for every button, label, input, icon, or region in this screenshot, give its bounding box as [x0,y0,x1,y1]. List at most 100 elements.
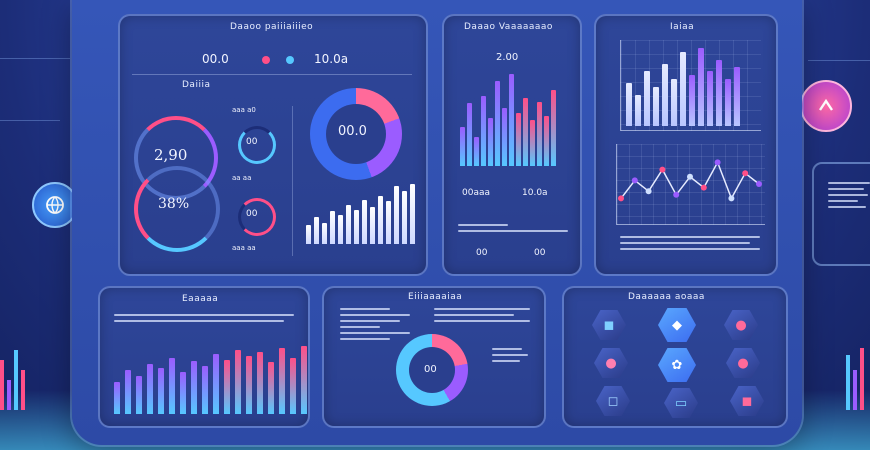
bar [474,137,479,166]
panel-title: Daaaaaa aoaaa [628,292,705,302]
panel-subtitle: Daiiia [182,80,211,90]
small-label: aaa a0 [232,106,256,114]
line-point [742,170,749,177]
bar [523,98,528,166]
bar [394,186,399,244]
gauge-b [134,166,220,252]
bar [725,79,731,126]
bar [268,362,274,414]
bar [235,350,241,414]
foot-b: 00 [534,248,546,258]
text-lines-right [434,308,530,322]
bar [306,225,311,244]
data-visualization-panel: Daaao Vaaaaaaao 2.00 00aaa 10.0a 00 00 [442,14,582,276]
overview-panel: Daaoo paiiiaiiieo 00.0 10.0a Daiiia 2,90… [118,14,428,276]
small-label: aaa aa [232,244,256,252]
bar-chart [460,72,556,166]
bar [136,376,142,414]
line-point [618,195,624,202]
app-icon-3[interactable]: ● [724,310,758,340]
dot-cyan [286,56,294,64]
bar [653,87,659,126]
mini-bar-chart [306,180,415,244]
nav-arrow-icon[interactable] [800,80,852,132]
line-chart [618,159,762,202]
bar [698,48,704,126]
app-icon-5[interactable]: ✿ [658,348,696,382]
gauge-a-value: 2,90 [154,146,188,164]
bar [551,90,556,166]
bar [213,354,219,414]
app-icon-7[interactable]: ◻ [596,386,630,416]
dot-pink [262,56,270,64]
bar [386,201,391,244]
line-chart-grid [616,144,765,225]
bg-line [0,120,60,121]
bg-line [808,60,870,61]
label-a: 00aaa [462,188,490,198]
app-icon-9[interactable]: ◼ [730,386,764,416]
panel-title: Iaiaa [670,22,695,32]
bar [716,60,722,126]
app-icon-8[interactable]: ▭ [664,388,698,418]
bar [460,127,465,166]
line-point [631,177,638,184]
bar [644,71,650,126]
bar [530,120,535,166]
text-lines [458,224,568,232]
app-icon-2[interactable]: ◆ [658,308,696,342]
bar [467,103,472,166]
bar [544,116,549,166]
divider [292,106,293,256]
panel-title: Daaoo paiiiaiiieo [230,22,314,32]
app-icon-1[interactable]: ◼ [592,310,626,340]
small-gauge-b [238,198,276,236]
floor-bars-right [846,340,864,410]
panel-title: Eaaaaa [182,294,219,304]
donut-chart [310,88,402,180]
bar [314,217,319,244]
bar [279,348,285,414]
engagement-panel: Eiiiaaaaiaa 00 [322,286,546,428]
bg-line [0,58,70,59]
bar [125,370,131,414]
bar [147,364,153,414]
bar [338,215,343,244]
bar [495,81,500,166]
bar [301,346,307,414]
bar-chart [626,46,740,126]
kpi-a: 00.0 [202,52,229,66]
bar [322,223,327,244]
text-lines [620,236,760,250]
line-point [673,191,680,198]
bar [707,71,713,126]
bar [509,74,514,166]
bar [680,52,686,126]
gauge-b-value: 38% [158,196,190,212]
bar [346,205,351,244]
bar [410,184,415,244]
app-icon-4[interactable]: ● [594,348,628,378]
line-point [700,184,707,191]
dashboard-screen: Daaoo paiiiaiiieo 00.0 10.0a Daiiia 2,90… [72,0,802,445]
bar [662,64,668,126]
text-lines-side [492,348,528,362]
small-gauge-a [238,126,276,164]
line-point [645,188,652,195]
bar [734,67,740,126]
line-point [728,195,735,202]
bar [158,368,164,414]
bar [671,79,677,126]
bar [114,382,120,414]
small-gauge-a-value: 00 [246,137,258,147]
app-icon-6[interactable]: ● [726,348,760,378]
bar [362,200,367,244]
text-lines-left [340,308,410,340]
bar [402,191,407,244]
series-line [620,160,760,201]
integrations-panel: Daaaaaa aoaaa ◼ ◆ ● ● ✿ ● ◻ ▭ ◼ [562,286,788,428]
bar [257,352,263,414]
top-value: 2.00 [496,52,519,63]
bar [537,102,542,166]
bar [635,95,641,126]
